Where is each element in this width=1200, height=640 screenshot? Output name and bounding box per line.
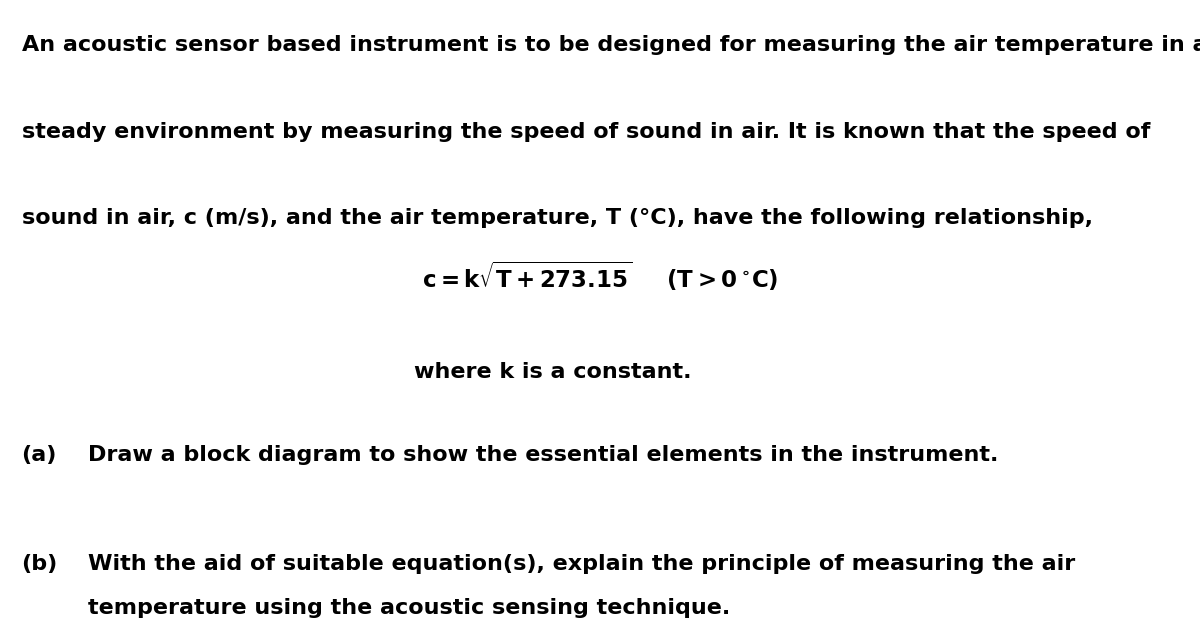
Text: steady environment by measuring the speed of sound in air. It is known that the : steady environment by measuring the spee… [22,122,1150,141]
Text: With the aid of suitable equation(s), explain the principle of measuring the air: With the aid of suitable equation(s), ex… [88,554,1075,573]
Text: An acoustic sensor based instrument is to be designed for measuring the air temp: An acoustic sensor based instrument is t… [22,35,1200,55]
Text: temperature using the acoustic sensing technique.: temperature using the acoustic sensing t… [88,598,730,618]
Text: where k is a constant.: where k is a constant. [414,362,691,381]
Text: sound in air, c (m/s), and the air temperature, T (°C), have the following relat: sound in air, c (m/s), and the air tempe… [22,208,1092,228]
Text: (b): (b) [22,554,58,573]
Text: (a): (a) [22,445,56,465]
Text: $\mathbf{c = k\sqrt{T + 273.15}}$     $\mathbf{(T > 0\,^{\circ}C)}$: $\mathbf{c = k\sqrt{T + 273.15}}$ $\math… [421,259,779,292]
Text: Draw a block diagram to show the essential elements in the instrument.: Draw a block diagram to show the essenti… [88,445,998,465]
